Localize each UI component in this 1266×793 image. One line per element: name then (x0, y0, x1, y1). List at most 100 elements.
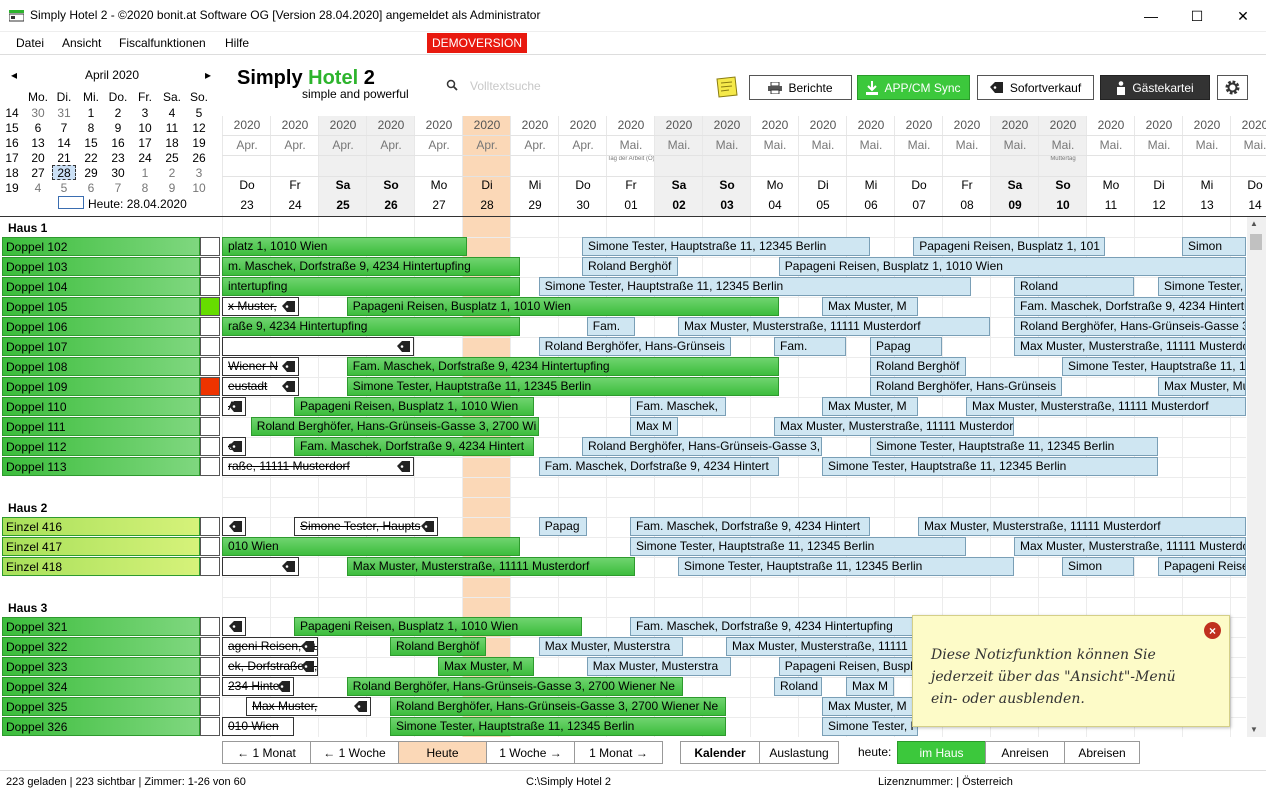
room-row[interactable]: Einzel 417 (2, 537, 200, 556)
calendar-day[interactable]: 28 (57, 166, 71, 180)
calendar-day[interactable]: 30 (111, 166, 125, 180)
room-status-box[interactable] (200, 557, 220, 576)
booking-block[interactable]: Fam. Maschek, (630, 397, 726, 416)
room-row[interactable]: Einzel 416 (2, 517, 200, 536)
calendar-day[interactable]: 1 (141, 166, 149, 180)
calendar-day[interactable]: 25 (165, 151, 179, 165)
booking-block[interactable]: x Muster, (222, 297, 299, 316)
booking-block[interactable] (222, 557, 299, 576)
day-column-header[interactable]: 2020 Mai. Mo 04 (750, 116, 798, 216)
room-status-box[interactable] (200, 317, 220, 336)
room-row[interactable]: Doppel 321 (2, 617, 200, 636)
booking-block[interactable]: Fam. Maschek, Dorfstraße 9, 4234 Hintert… (630, 617, 966, 636)
booking-block[interactable]: Simone Tester, Hauptstraße 11, 12345 Ber… (582, 237, 870, 256)
calendar-day[interactable]: 31 (57, 106, 71, 120)
booking-block[interactable]: Papag (538, 517, 587, 536)
calendar-day[interactable]: 4 (34, 181, 42, 195)
calendar-day[interactable]: 27 (31, 166, 45, 180)
room-row[interactable]: Doppel 109 (2, 377, 200, 396)
calendar-day[interactable]: 4 (168, 106, 176, 120)
room-row[interactable]: Doppel 326 (2, 717, 200, 736)
booking-block[interactable]: Max Muster, Musterstraße, 11111 Musterdo… (918, 517, 1246, 536)
settings-button[interactable] (1217, 75, 1248, 100)
guest-file-button[interactable]: Gästekartei (1100, 75, 1210, 100)
booking-block[interactable]: intertupfing (222, 277, 520, 296)
calendar-day[interactable]: 9 (168, 181, 176, 195)
scroll-down-icon[interactable]: ▼ (1250, 725, 1258, 734)
booking-block[interactable]: Roland Berghöfer, Hans-Grünseis-Gasse 3,… (390, 697, 726, 716)
day-column-header[interactable]: 2020 Mai. Di 05 (798, 116, 846, 216)
booking-block[interactable]: Fam. Maschek, Dorfstraße 9, 4234 Hintert… (346, 357, 779, 376)
day-column-header[interactable]: 2020 Mai. So 03 (702, 116, 750, 216)
booking-block[interactable]: 010 Wien (222, 717, 294, 736)
day-column-header[interactable]: 2020 Apr. Di 28 (462, 116, 510, 216)
room-status-box[interactable] (200, 277, 220, 296)
booking-block[interactable]: Max Muster, M (822, 297, 918, 316)
booking-block[interactable]: Max Muster, Musterstraße, 11111 Musterdo… (346, 557, 635, 576)
room-row[interactable]: Doppel 325 (2, 697, 200, 716)
room-row[interactable]: Doppel 108 (2, 357, 200, 376)
calendar-day[interactable]: 29 (84, 166, 98, 180)
scroll-thumb[interactable] (1250, 234, 1262, 250)
room-row[interactable]: Einzel 418 (2, 557, 200, 576)
booking-block[interactable]: Max Muster, (246, 697, 371, 716)
app-cm-sync-button[interactable]: APP/CM Sync (857, 75, 970, 100)
room-status-box[interactable] (200, 297, 220, 316)
room-status-box[interactable] (200, 377, 220, 396)
day-column-header[interactable]: 2020 Apr. Sa 25 (318, 116, 366, 216)
menu-ansicht[interactable]: Ansicht (62, 36, 102, 50)
day-column-header[interactable]: 2020 Apr. Mi 29 (510, 116, 558, 216)
booking-block[interactable]: Roland Berghöfer, Hans-Grünseis-Gasse 3, (1014, 317, 1246, 336)
calendar-day[interactable]: 6 (34, 121, 42, 135)
room-status-box[interactable] (200, 457, 220, 476)
day-column-header[interactable]: 2020 Mai. Do 07 (894, 116, 942, 216)
booking-block[interactable]: raße 9, 4234 Hintertupfing (222, 317, 520, 336)
booking-block[interactable]: Roland Berghöfer, Hans-Grünseis (538, 337, 731, 356)
calendar-day[interactable]: 26 (192, 151, 206, 165)
day-column-header[interactable]: 2020 Mai. Mi 06 (846, 116, 894, 216)
booking-block[interactable]: Simone Tester, Hauptstraße 11, 12345 Ber… (870, 437, 1158, 456)
calendar-day[interactable]: 30 (31, 106, 45, 120)
room-status-box[interactable] (200, 677, 220, 696)
calendar-day[interactable]: 7 (114, 181, 122, 195)
booking-block[interactable]: raße, 11111 Musterdorf (222, 457, 414, 476)
room-status-box[interactable] (200, 637, 220, 656)
in-house-filter-button[interactable]: im Haus (897, 741, 986, 764)
calendar-day[interactable]: 3 (141, 106, 149, 120)
booking-block[interactable]: Roland Berghöf (390, 637, 486, 656)
booking-block[interactable]: Max Muster, M (822, 397, 918, 416)
day-column-header[interactable]: 2020 Mai. Mi 13 (1182, 116, 1230, 216)
booking-block[interactable]: 234 Hinte (222, 677, 294, 696)
room-status-box[interactable] (200, 417, 220, 436)
calendar-day[interactable]: 16 (111, 136, 125, 150)
menu-fiscalfunktionen[interactable]: Fiscalfunktionen (119, 36, 206, 50)
booking-block[interactable]: Papageni Reisen, Busplatz 1, 1010 Wien (294, 617, 582, 636)
search-input[interactable] (470, 78, 610, 94)
day-column-header[interactable]: 2020 Mai. Di 12 (1134, 116, 1182, 216)
arrivals-filter-button[interactable]: Anreisen (985, 741, 1065, 764)
departures-filter-button[interactable]: Abreisen (1064, 741, 1140, 764)
booking-block[interactable]: Wiener N (222, 357, 299, 376)
booking-block[interactable]: Simone Tester, Hauptstraße 11, 12345 Ber… (630, 537, 966, 556)
booking-block[interactable]: Papag (870, 337, 942, 356)
calendar-day[interactable]: 3 (195, 166, 203, 180)
sticky-note-icon[interactable] (713, 75, 739, 99)
room-row[interactable]: Doppel 102 (2, 237, 200, 256)
booking-block[interactable]: Simon (1182, 237, 1246, 256)
calendar-day[interactable]: 9 (114, 121, 122, 135)
calendar-view-button[interactable]: Kalender (680, 741, 760, 764)
booking-block[interactable]: Papageni Reisen, Busplatz 1, 1010 Wien (346, 297, 779, 316)
room-status-box[interactable] (200, 657, 220, 676)
booking-block[interactable]: Max Muster, Musterstraße, 11111 Musterdo… (678, 317, 990, 336)
booking-block[interactable]: Fam. Maschek, Dorfstraße 9, 4234 Hintert (294, 437, 534, 456)
room-status-box[interactable] (200, 337, 220, 356)
room-status-box[interactable] (200, 257, 220, 276)
calendar-day[interactable]: 8 (87, 121, 95, 135)
note-close-icon[interactable]: × (1204, 622, 1221, 639)
booking-block[interactable]: m. Maschek, Dorfstraße 9, 4234 Hintertup… (222, 257, 520, 276)
booking-block[interactable]: Simone Tester, Hauptstraße 11, 12345 Ber… (346, 377, 779, 396)
day-column-header[interactable]: 2020 Mai. Fr 08 (942, 116, 990, 216)
booking-block[interactable]: Roland (1014, 277, 1134, 296)
booking-block[interactable]: Roland Berghöf (582, 257, 678, 276)
booking-block[interactable]: Max Muster, Musterstraße, 11111 Musterdo… (1014, 537, 1246, 556)
